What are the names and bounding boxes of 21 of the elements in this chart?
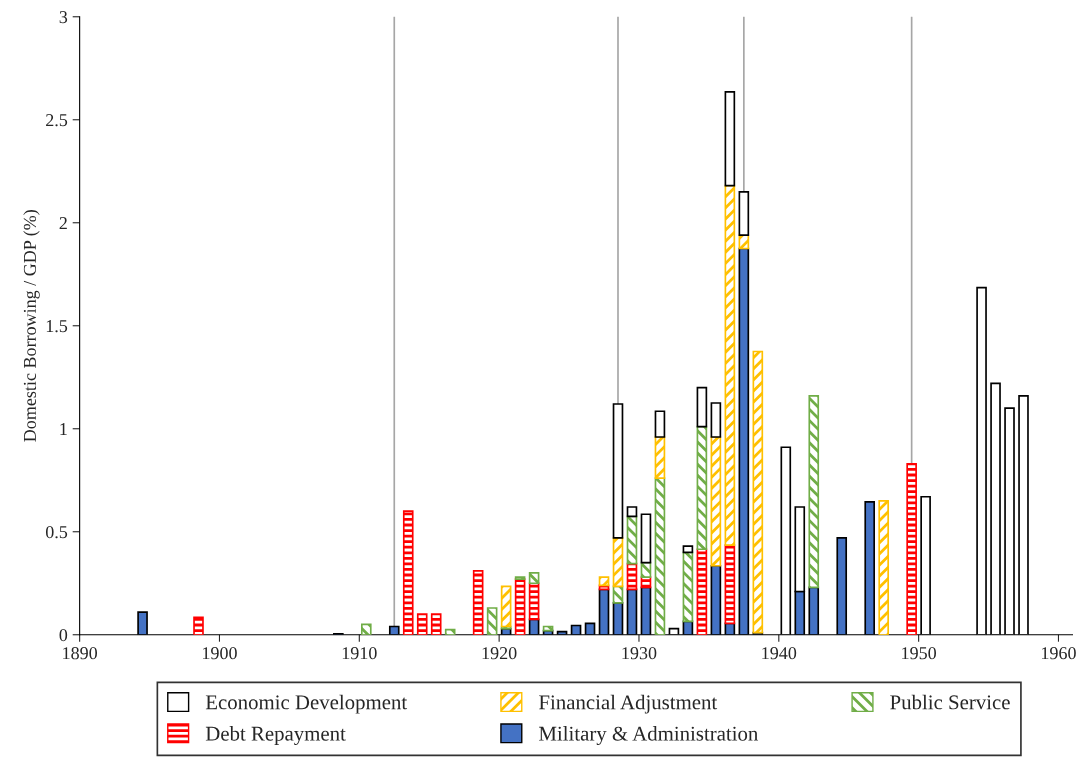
legend-label: Public Service — [890, 694, 1010, 710]
y-tick-label: 3 — [59, 11, 68, 24]
y-axis-title: Domestic Borrowing / GDP (%) — [23, 210, 40, 442]
x-tick-label: 1960 — [1042, 647, 1076, 660]
y-tick-label: 2.5 — [46, 114, 68, 127]
x-tick-label: 1930 — [622, 647, 657, 660]
legend-label: Economic Development — [205, 694, 408, 714]
x-tick-label: 1950 — [902, 647, 936, 660]
x-tick-label: 1920 — [482, 647, 517, 660]
x-tick-label: 1910 — [342, 647, 377, 660]
y-tick-label: 1 — [60, 423, 67, 436]
y-tick-label: 0 — [59, 629, 68, 642]
y-tick-label: 0.5 — [45, 526, 68, 539]
y-tick-label: 1.5 — [46, 320, 68, 333]
legend-label: Military & Administration — [539, 726, 759, 745]
legend-label: Financial Adjustment — [539, 694, 718, 714]
y-tick-label: 2 — [59, 217, 67, 230]
x-tick-label: 1940 — [762, 647, 797, 660]
x-tick-label: 1900 — [203, 647, 237, 660]
x-tick-label: 1890 — [63, 647, 98, 660]
legend-label: Debt Repayment — [205, 726, 346, 745]
